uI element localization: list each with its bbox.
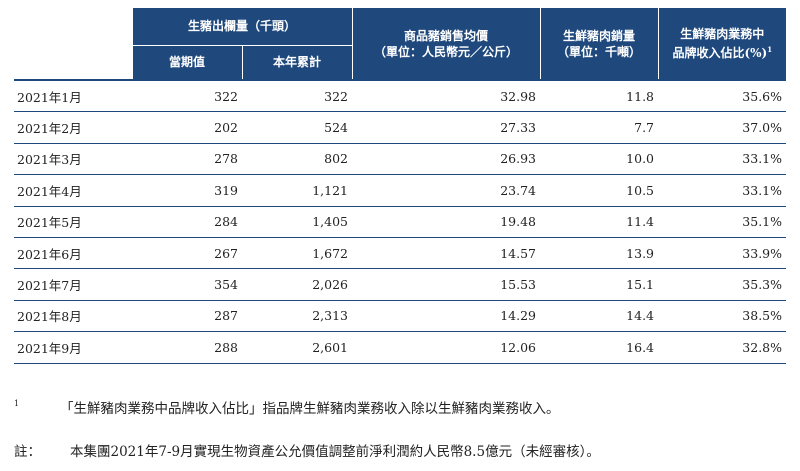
cell-brand: 37.0% [658, 111, 787, 144]
cell-price: 26.93 [352, 143, 541, 176]
pig-sales-table: 生豬出欄量（千頭） 商品豬銷售均價 （單位：人民幣元／公斤） 生鮮豬肉銷量 （單… [14, 8, 787, 364]
footnote-mark: 1 [14, 399, 20, 408]
cell-brand: 38.5% [658, 300, 787, 333]
cell-meat: 13.9 [540, 237, 659, 270]
header-price-line2: （單位：人民幣元／公斤） [374, 44, 519, 59]
table-row: 2021年9月 288 2,601 12.06 16.4 32.8% [14, 331, 787, 364]
table-row: 2021年7月 354 2,026 15.53 15.1 35.3% [14, 268, 787, 301]
table-body: 2021年1月 322 322 32.98 11.8 35.6% 2021年2月 202 524… [14, 79, 787, 364]
cell-current: 319 [132, 174, 242, 207]
header-slaughter: 生豬出欄量（千頭） [131, 8, 353, 45]
header-brand: 生鮮豬肉業務中 品牌收入佔比(%)1 [657, 8, 787, 80]
table-row: 2021年6月 267 1,672 14.57 13.9 33.9% [14, 237, 787, 270]
footnote-text: 「生鮮豬肉業務中品牌收入佔比」指品牌生鮮豬肉業務收入除以生鮮豬肉業務收入。 [60, 401, 560, 417]
cell-current: 287 [132, 300, 242, 333]
note-label: 註： [14, 444, 41, 460]
cell-price: 14.57 [352, 237, 541, 270]
cell-price: 14.29 [352, 300, 541, 333]
cell-current: 267 [132, 237, 242, 270]
cell-brand: 32.8% [658, 331, 787, 364]
cell-brand: 33.1% [658, 174, 787, 207]
cell-price: 23.74 [352, 174, 541, 207]
cell-cumulative: 2,313 [242, 300, 353, 333]
cell-current: 288 [132, 331, 242, 364]
cell-price: 19.48 [352, 206, 541, 238]
header-price-line1: 商品豬銷售均價 [404, 28, 489, 43]
header-current: 當期值 [131, 44, 242, 80]
header-price: 商品豬銷售均價 （單位：人民幣元／公斤） [351, 8, 541, 80]
cell-cumulative: 524 [242, 111, 353, 144]
cell-month: 2021年2月 [14, 111, 132, 144]
footnote-superscript: 1 [767, 45, 773, 54]
cell-cumulative: 1,405 [242, 206, 353, 238]
cell-meat: 14.4 [540, 300, 659, 333]
cell-meat: 10.0 [540, 143, 659, 176]
cell-current: 202 [132, 111, 242, 144]
cell-price: 27.33 [352, 111, 541, 144]
cell-current: 354 [132, 268, 242, 301]
cell-cumulative: 2,601 [242, 331, 353, 364]
cell-meat: 10.5 [540, 174, 659, 207]
table-row: 2021年5月 284 1,405 19.48 11.4 35.1% [14, 206, 787, 238]
cell-month: 2021年4月 [14, 174, 132, 207]
header-meat-line2: （單位：千噸） [557, 44, 642, 59]
header-brand-line1: 生鮮豬肉業務中 [680, 27, 765, 41]
table-row: 2021年3月 278 802 26.93 10.0 33.1% [14, 143, 787, 176]
cell-meat: 7.7 [540, 111, 659, 144]
cell-month: 2021年5月 [14, 206, 132, 238]
cell-cumulative: 1,121 [242, 174, 353, 207]
cell-brand: 35.3% [658, 268, 787, 301]
header-blank-cell [14, 8, 132, 80]
cell-cumulative: 1,672 [242, 237, 353, 270]
header-brand-line2: 品牌收入佔比(%)1 [659, 42, 787, 61]
header-meat: 生鮮豬肉銷量 （單位：千噸） [539, 8, 659, 80]
cell-month: 2021年1月 [14, 79, 132, 113]
cell-price: 12.06 [352, 331, 541, 364]
cell-cumulative: 322 [242, 79, 353, 113]
table-row: 2021年8月 287 2,313 14.29 14.4 38.5% [14, 300, 787, 333]
table-row: 2021年1月 322 322 32.98 11.8 35.6% [14, 79, 787, 113]
cell-price: 32.98 [352, 79, 541, 113]
cell-current: 284 [132, 206, 242, 238]
cell-brand: 33.1% [658, 143, 787, 176]
cell-meat: 11.4 [540, 206, 659, 238]
cell-current: 322 [132, 79, 242, 113]
cell-month: 2021年3月 [14, 143, 132, 176]
table-row: 2021年2月 202 524 27.33 7.7 37.0% [14, 111, 787, 144]
cell-month: 2021年9月 [14, 331, 132, 364]
cell-cumulative: 2,026 [242, 268, 353, 301]
cell-month: 2021年6月 [14, 237, 132, 270]
cell-cumulative: 802 [242, 143, 353, 176]
header-meat-line1: 生鮮豬肉銷量 [563, 28, 636, 43]
cell-current: 278 [132, 143, 242, 176]
header-brand-line2-text: 品牌收入佔比(%) [672, 46, 768, 60]
table-row: 2021年4月 319 1,121 23.74 10.5 33.1% [14, 174, 787, 207]
cell-brand: 35.6% [658, 79, 787, 113]
cell-brand: 35.1% [658, 206, 787, 238]
cell-meat: 16.4 [540, 331, 659, 364]
cell-meat: 11.8 [540, 79, 659, 113]
cell-brand: 33.9% [658, 237, 787, 270]
note-text: 本集團2021年7-9月實現生物資產公允價值調整前淨利潤約人民幣8.5億元（未經… [70, 444, 600, 460]
cell-month: 2021年7月 [14, 268, 132, 301]
cell-price: 15.53 [352, 268, 541, 301]
cell-month: 2021年8月 [14, 300, 132, 333]
cell-meat: 15.1 [540, 268, 659, 301]
header-cumulative: 本年累計 [241, 44, 353, 80]
